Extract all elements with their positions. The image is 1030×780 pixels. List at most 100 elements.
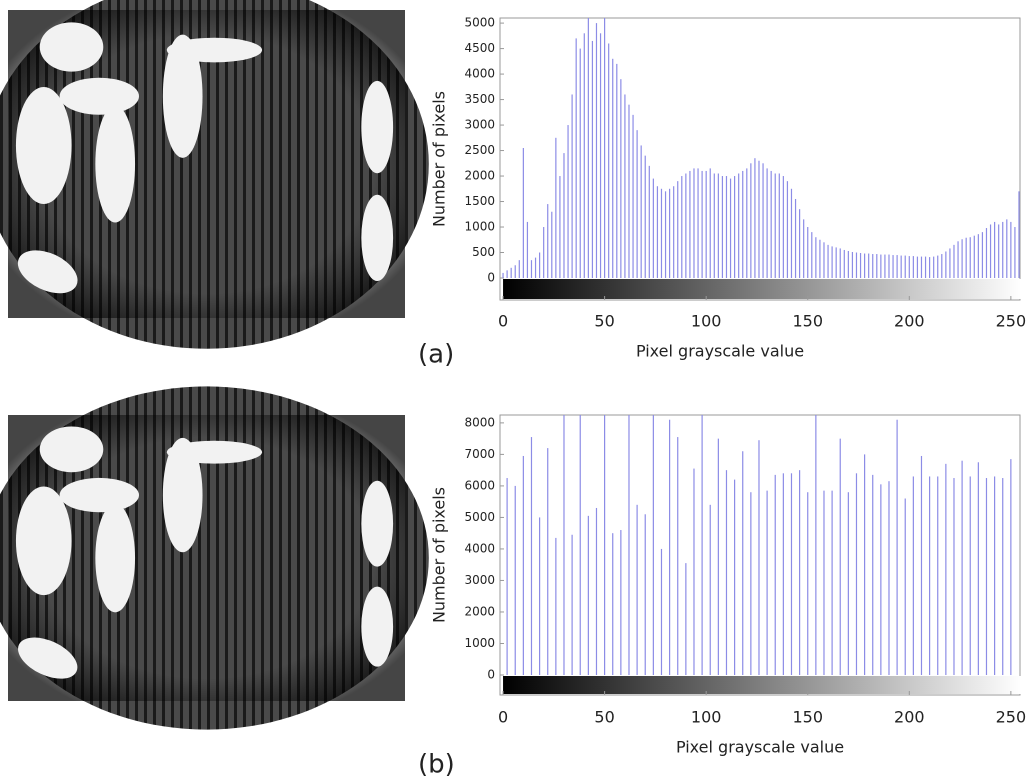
bar: [522, 148, 524, 278]
y-tick-label: 5000: [464, 510, 495, 524]
y-tick-label: 0: [487, 271, 495, 285]
bar: [624, 94, 626, 279]
y-tick-label: 6000: [464, 478, 495, 492]
bar: [701, 415, 703, 675]
bar: [888, 254, 890, 278]
pig: [15, 87, 72, 205]
y-tick-label: 4000: [464, 67, 495, 81]
bar: [1002, 221, 1004, 278]
bar: [973, 235, 975, 278]
y-axis-label: Number of pixels: [430, 91, 449, 227]
bar: [892, 255, 894, 278]
bar: [738, 173, 740, 278]
y-tick-label: 3000: [464, 573, 495, 587]
bar: [880, 484, 882, 675]
x-tick-label: 200: [894, 312, 925, 331]
x-tick-label: 250: [996, 312, 1027, 331]
bar: [957, 241, 959, 278]
bar: [510, 267, 512, 278]
bar: [506, 478, 508, 675]
bar: [994, 476, 996, 675]
pig: [361, 480, 394, 567]
bar: [888, 481, 890, 675]
bar: [522, 455, 524, 675]
y-tick-label: 500: [472, 245, 495, 259]
bar: [953, 478, 955, 675]
bar: [864, 454, 866, 675]
bar: [563, 153, 565, 278]
y-tick-label: 7000: [464, 447, 495, 461]
bar: [945, 251, 947, 278]
bar: [908, 256, 910, 278]
pig: [361, 80, 394, 174]
bar: [652, 415, 654, 675]
bar: [571, 534, 573, 675]
bar: [669, 188, 671, 278]
bar: [632, 114, 634, 278]
bar: [965, 237, 967, 278]
bar: [693, 468, 695, 675]
y-tick-label: 3000: [464, 118, 495, 132]
bar: [933, 256, 935, 278]
bar: [681, 176, 683, 278]
bar: [514, 485, 516, 675]
bar: [794, 198, 797, 278]
y-tick-label: 0: [487, 668, 495, 682]
bar: [620, 79, 622, 278]
bar: [746, 168, 748, 278]
y-tick-label: 2500: [464, 143, 495, 157]
bar: [929, 476, 931, 675]
plot-frame: [499, 414, 1021, 696]
bar: [994, 221, 996, 278]
bar: [835, 247, 837, 278]
bar: [742, 451, 744, 675]
bar: [591, 40, 594, 278]
bar: [920, 455, 923, 675]
bar: [717, 438, 719, 675]
bar: [660, 548, 663, 675]
bar: [823, 242, 825, 278]
bar: [1014, 227, 1016, 278]
bar: [734, 479, 736, 675]
bar: [587, 515, 589, 675]
bar: [608, 43, 610, 278]
bar: [725, 470, 728, 675]
bar: [709, 168, 711, 278]
bar: [677, 181, 679, 278]
bar: [660, 188, 663, 278]
bar: [543, 227, 545, 278]
bar: [1002, 478, 1004, 675]
bar: [827, 244, 829, 278]
bar: [758, 160, 760, 278]
bar: [859, 253, 862, 278]
bar: [758, 440, 760, 675]
bar: [876, 254, 878, 278]
bar: [656, 186, 659, 278]
bar: [985, 478, 988, 675]
bar: [762, 163, 764, 278]
bar: [677, 437, 679, 675]
bar: [872, 474, 874, 675]
bar: [977, 234, 979, 278]
bar: [612, 58, 614, 278]
bar: [742, 170, 744, 278]
pig: [361, 586, 394, 667]
bar: [961, 460, 963, 675]
bar: [912, 256, 914, 278]
bar: [803, 219, 805, 278]
bar: [790, 473, 793, 675]
pig: [15, 486, 72, 596]
x-tick-label: 50: [594, 312, 614, 331]
bar: [555, 137, 557, 278]
bar: [526, 221, 529, 278]
bar: [961, 239, 963, 278]
bar: [539, 517, 541, 675]
bar: [685, 173, 687, 278]
bar: [571, 94, 573, 279]
bar: [807, 227, 809, 278]
x-tick-label: 50: [594, 708, 614, 727]
bar: [599, 33, 602, 279]
bar: [648, 165, 650, 278]
bar: [705, 170, 707, 278]
bar: [530, 260, 533, 278]
